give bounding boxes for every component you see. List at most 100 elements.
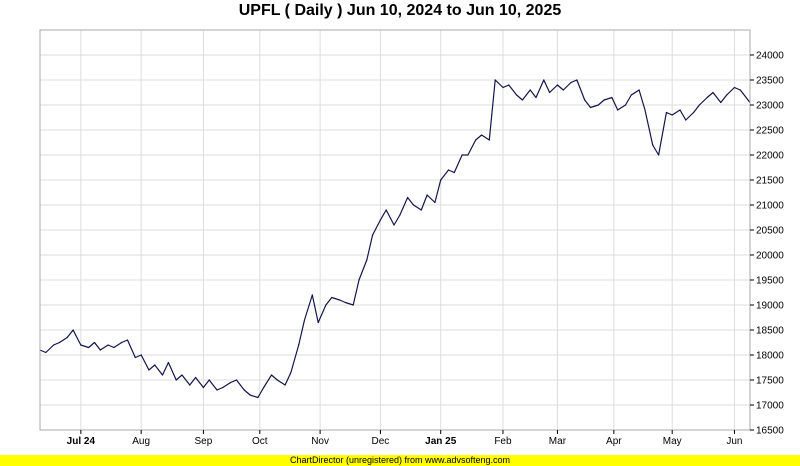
data-point bbox=[576, 79, 578, 81]
data-point bbox=[202, 386, 204, 389]
data-point bbox=[393, 224, 395, 226]
x-tick-label: Nov bbox=[311, 436, 329, 447]
data-point bbox=[570, 81, 572, 84]
data-point bbox=[181, 374, 183, 376]
data-point bbox=[243, 389, 245, 391]
data-point bbox=[652, 144, 654, 146]
data-point bbox=[562, 89, 564, 91]
data-point bbox=[529, 89, 531, 91]
data-point bbox=[447, 169, 450, 171]
y-axis: 16500 17000 17500 18000 18500 19000 19500 20000… bbox=[750, 51, 784, 437]
y-tick-label: 19000 bbox=[756, 301, 784, 312]
x-axis: Jul 24 Aug Sep Oct Nov Dec Jan 25 Feb Mar Apr May J… bbox=[67, 430, 743, 447]
data-point bbox=[270, 374, 273, 376]
data-point bbox=[276, 379, 278, 381]
data-point bbox=[140, 354, 142, 356]
data-point bbox=[739, 89, 741, 91]
data-point bbox=[516, 94, 518, 96]
data-point bbox=[603, 99, 605, 101]
data-point bbox=[611, 96, 613, 99]
chart-title: UPFL ( Daily ) Jun 10, 2024 to Jun 10, 2… bbox=[238, 2, 562, 19]
data-point bbox=[617, 109, 619, 111]
data-point bbox=[685, 119, 687, 121]
data-point bbox=[434, 201, 436, 204]
data-point bbox=[222, 386, 224, 389]
footer-credit: ChartDirector (unregistered) from www.ad… bbox=[0, 455, 800, 466]
y-tick-label: 17000 bbox=[756, 401, 784, 412]
data-point bbox=[543, 79, 545, 81]
data-point bbox=[126, 339, 129, 341]
data-point bbox=[72, 329, 74, 331]
data-point bbox=[358, 279, 360, 281]
x-tick-label: May bbox=[663, 436, 682, 447]
data-point bbox=[311, 294, 313, 296]
data-point bbox=[494, 79, 496, 81]
data-point bbox=[453, 171, 455, 174]
series-group bbox=[39, 79, 751, 399]
x-tick-label: Sep bbox=[194, 436, 212, 447]
y-tick-label: 20500 bbox=[756, 226, 784, 237]
y-tick-label: 19500 bbox=[756, 276, 784, 287]
data-point bbox=[385, 209, 387, 211]
data-point bbox=[597, 104, 599, 106]
data-point bbox=[461, 154, 463, 156]
data-point bbox=[235, 379, 238, 381]
data-point bbox=[189, 384, 191, 386]
data-point bbox=[733, 86, 736, 89]
data-point bbox=[93, 341, 96, 344]
data-point bbox=[325, 304, 327, 306]
y-tick-label: 22500 bbox=[756, 126, 784, 137]
x-tick-label: Mar bbox=[549, 436, 567, 447]
data-point bbox=[317, 321, 319, 324]
x-tick-label: Apr bbox=[606, 436, 622, 447]
x-tick-label: Jan 25 bbox=[425, 436, 457, 447]
x-tick-label: Oct bbox=[252, 436, 268, 447]
data-point bbox=[99, 349, 101, 351]
data-point bbox=[366, 259, 368, 261]
data-point bbox=[535, 96, 537, 99]
data-point bbox=[339, 299, 341, 301]
x-tick-label: Feb bbox=[494, 436, 512, 447]
data-point bbox=[467, 154, 469, 156]
data-point bbox=[80, 344, 82, 346]
data-point bbox=[440, 179, 442, 181]
data-point bbox=[412, 204, 415, 206]
data-point bbox=[630, 94, 632, 96]
data-point bbox=[58, 341, 61, 344]
data-point bbox=[154, 364, 156, 366]
data-point bbox=[107, 344, 109, 346]
y-tick-label: 20000 bbox=[756, 251, 784, 262]
data-point bbox=[706, 96, 708, 99]
data-point bbox=[290, 371, 292, 374]
data-point bbox=[475, 139, 477, 141]
data-point bbox=[88, 346, 90, 349]
data-point bbox=[121, 341, 123, 344]
data-point bbox=[372, 234, 374, 236]
data-point bbox=[693, 111, 695, 114]
data-point bbox=[352, 304, 354, 306]
data-point bbox=[379, 219, 381, 221]
data-point bbox=[556, 84, 559, 86]
data-point bbox=[263, 386, 265, 389]
data-point bbox=[644, 109, 646, 111]
data-point bbox=[426, 194, 428, 196]
data-point bbox=[134, 356, 136, 359]
data-point bbox=[208, 379, 210, 381]
data-point bbox=[712, 91, 714, 94]
data-point bbox=[589, 106, 592, 109]
data-point bbox=[66, 336, 68, 339]
data-point bbox=[257, 396, 259, 399]
data-point bbox=[216, 389, 218, 391]
data-point bbox=[303, 319, 306, 321]
data-point bbox=[420, 209, 422, 211]
data-point bbox=[488, 139, 490, 141]
y-tick-label: 24000 bbox=[756, 51, 784, 62]
data-point bbox=[195, 376, 197, 379]
y-tick-label: 23500 bbox=[756, 76, 784, 87]
data-point bbox=[148, 369, 150, 371]
data-point bbox=[624, 104, 627, 106]
x-tick-label: Aug bbox=[132, 436, 150, 447]
y-tick-label: 18500 bbox=[756, 326, 784, 337]
data-point bbox=[638, 89, 640, 91]
